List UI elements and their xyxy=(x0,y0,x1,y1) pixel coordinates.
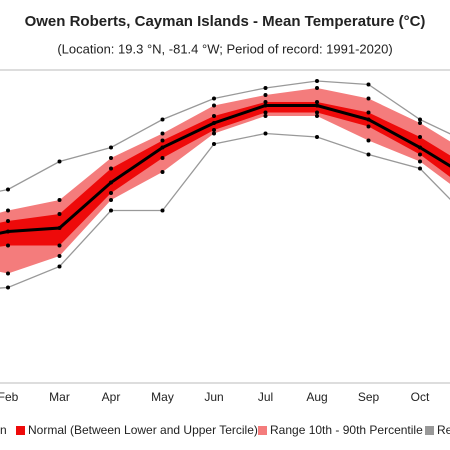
point xyxy=(418,159,422,164)
x-tick-label: Apr xyxy=(102,390,121,404)
point xyxy=(57,198,62,202)
point xyxy=(160,156,165,160)
point xyxy=(418,152,422,157)
point xyxy=(212,121,216,125)
point xyxy=(160,145,165,150)
point xyxy=(315,103,319,108)
point xyxy=(315,110,319,115)
point xyxy=(263,93,268,97)
point xyxy=(6,243,10,248)
point xyxy=(315,100,319,104)
point xyxy=(57,254,62,258)
point xyxy=(315,79,319,83)
point xyxy=(6,219,10,223)
point xyxy=(263,86,268,90)
x-tick-label: May xyxy=(151,390,174,404)
point xyxy=(315,114,319,118)
point xyxy=(212,128,216,132)
x-tick-label: Jun xyxy=(204,390,223,404)
band xyxy=(0,102,450,247)
point xyxy=(109,156,113,160)
point xyxy=(57,212,62,216)
point xyxy=(263,131,268,136)
point xyxy=(212,96,216,101)
point xyxy=(6,285,10,290)
legend-label: Re xyxy=(437,423,450,437)
point xyxy=(366,124,371,129)
legend-swatch xyxy=(258,426,267,435)
point xyxy=(212,114,216,118)
point xyxy=(263,114,268,118)
point xyxy=(212,142,216,146)
point xyxy=(212,131,216,136)
chart-title: Owen Roberts, Cayman Islands - Mean Temp… xyxy=(25,13,426,30)
point xyxy=(366,96,371,101)
x-tick-label: Feb xyxy=(0,390,19,404)
point xyxy=(109,166,113,171)
record-line xyxy=(0,80,450,192)
point xyxy=(315,86,319,90)
point xyxy=(6,208,10,213)
x-tick-label: Mar xyxy=(49,390,70,404)
legend-label: Range 10th - 90th Percentile xyxy=(270,423,423,437)
point xyxy=(109,145,113,150)
point xyxy=(263,100,268,104)
point xyxy=(6,229,10,234)
point xyxy=(366,110,371,115)
point xyxy=(57,159,62,164)
point xyxy=(263,103,268,108)
point xyxy=(160,138,165,143)
x-tick-label: Oct xyxy=(411,390,430,404)
legend-label: Normal (Between Lower and Upper Tercile) xyxy=(28,423,258,437)
x-tick-label: Jul xyxy=(258,390,273,404)
point xyxy=(160,131,165,136)
mean-line xyxy=(0,104,450,235)
point xyxy=(57,264,62,269)
point xyxy=(212,103,216,108)
point xyxy=(6,271,10,276)
x-tick-label: Sep xyxy=(358,390,380,404)
point xyxy=(263,110,268,115)
point xyxy=(160,117,165,122)
point xyxy=(109,198,113,202)
point xyxy=(57,243,62,248)
legend-swatch xyxy=(16,426,25,435)
point xyxy=(418,121,422,125)
point xyxy=(160,170,165,174)
point xyxy=(109,180,113,185)
point xyxy=(366,82,371,87)
point xyxy=(418,166,422,171)
point xyxy=(6,187,10,192)
point xyxy=(366,152,371,157)
point xyxy=(418,135,422,139)
point xyxy=(57,226,62,230)
point xyxy=(109,208,113,213)
point xyxy=(109,191,113,195)
point xyxy=(418,117,422,122)
point xyxy=(418,145,422,150)
point xyxy=(366,117,371,122)
point xyxy=(366,138,371,143)
chart-subtitle: (Location: 19.3 °N, -81.4 °W; Period of … xyxy=(57,41,392,56)
legend-label: n xyxy=(0,423,7,437)
record-line xyxy=(0,132,450,289)
point xyxy=(315,135,319,139)
point xyxy=(160,208,165,213)
legend-swatch xyxy=(425,426,434,435)
x-tick-label: Aug xyxy=(306,390,327,404)
